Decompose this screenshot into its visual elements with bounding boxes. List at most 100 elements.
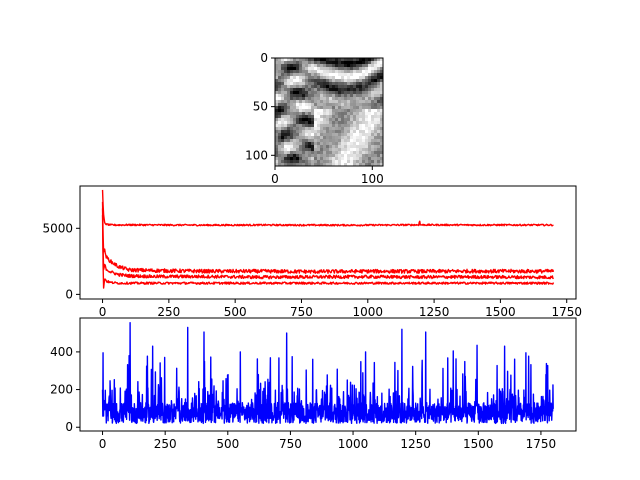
image-pixel xyxy=(329,64,333,68)
image-pixel xyxy=(305,58,309,62)
image-pixel xyxy=(347,151,351,155)
image-pixel xyxy=(290,103,294,107)
image-pixel xyxy=(311,97,315,101)
image-pixel xyxy=(296,115,300,119)
image-pixel xyxy=(332,100,336,104)
image-pixel xyxy=(374,139,378,143)
image-pixel xyxy=(311,139,315,143)
image-pixel xyxy=(371,58,375,62)
image-pixel xyxy=(377,160,381,164)
image-pixel xyxy=(296,79,300,83)
image-pixel xyxy=(353,121,357,125)
image-pixel xyxy=(347,67,351,71)
image-pixel xyxy=(335,67,339,71)
image-pixel xyxy=(305,85,309,89)
image-pixel xyxy=(278,67,282,71)
x-tick-label: 250 xyxy=(154,437,177,451)
image-pixel xyxy=(302,61,306,65)
image-pixel xyxy=(305,88,309,92)
image-pixel xyxy=(329,67,333,71)
image-pixel xyxy=(302,82,306,86)
image-pixel xyxy=(329,76,333,80)
image-pixel xyxy=(281,133,285,137)
image-pixel xyxy=(356,118,360,122)
image-pixel xyxy=(290,151,294,155)
image-pixel xyxy=(320,100,324,104)
image-pixel xyxy=(350,67,354,71)
image-pixel xyxy=(362,124,366,128)
image-pixel xyxy=(341,70,345,74)
image-pixel xyxy=(350,160,354,164)
image-pixel xyxy=(293,61,297,65)
image-pixel xyxy=(359,121,363,125)
image-pixel xyxy=(305,73,309,77)
image-pixel xyxy=(332,79,336,83)
image-pixel xyxy=(305,148,309,152)
image-pixel xyxy=(365,127,369,131)
image-pixel xyxy=(314,121,318,125)
image-pixel xyxy=(374,133,378,137)
image-pixel xyxy=(380,67,383,71)
image-pixel xyxy=(317,85,321,89)
image-pixel xyxy=(284,103,288,107)
image-pixel xyxy=(302,103,306,107)
image-pixel xyxy=(323,133,327,137)
image-pixel xyxy=(374,103,378,107)
image-pixel xyxy=(365,151,369,155)
image-pixel xyxy=(356,148,360,152)
image-pixel xyxy=(314,61,318,65)
image-pixel xyxy=(377,64,381,68)
image-pixel xyxy=(278,142,282,146)
image-pixel xyxy=(371,103,375,107)
image-pixel xyxy=(332,130,336,134)
image-pixel xyxy=(371,91,375,95)
image-pixel xyxy=(374,94,378,98)
image-pixel xyxy=(332,58,336,62)
image-pixel xyxy=(281,115,285,119)
image-pixel xyxy=(353,127,357,131)
image-pixel xyxy=(296,118,300,122)
image-pixel xyxy=(305,145,309,149)
image-pixel xyxy=(341,103,345,107)
image-pixel xyxy=(332,151,336,155)
image-pixel xyxy=(359,91,363,95)
image-pixel xyxy=(299,97,303,101)
image-pixel xyxy=(344,133,348,137)
image-pixel xyxy=(332,94,336,98)
image-pixel xyxy=(275,157,279,161)
image-pixel xyxy=(275,142,279,146)
image-pixel xyxy=(287,121,291,125)
image-pixel xyxy=(314,163,318,166)
image-pixel xyxy=(353,136,357,140)
image-pixel xyxy=(284,148,288,152)
image-pixel xyxy=(281,61,285,65)
image-pixel xyxy=(308,103,312,107)
image-pixel xyxy=(314,73,318,77)
image-pixel xyxy=(329,112,333,116)
image-pixel xyxy=(308,115,312,119)
image-pixel xyxy=(365,82,369,86)
image-pixel xyxy=(380,64,383,68)
image-pixel xyxy=(380,136,383,140)
image-pixel xyxy=(335,82,339,86)
image-pixel xyxy=(284,58,288,62)
image-pixel xyxy=(371,115,375,119)
image-pixel xyxy=(323,58,327,62)
image-pixel xyxy=(335,130,339,134)
image-pixel xyxy=(365,139,369,143)
image-pixel xyxy=(371,97,375,101)
image-pixel xyxy=(326,88,330,92)
image-pixel xyxy=(296,73,300,77)
image-pixel xyxy=(296,85,300,89)
image-pixel xyxy=(290,124,294,128)
image-pixel xyxy=(332,154,336,158)
image-pixel xyxy=(368,109,372,113)
image-pixel xyxy=(329,94,333,98)
image-pixel xyxy=(308,121,312,125)
image-pixel xyxy=(287,130,291,134)
image-pixel xyxy=(317,160,321,164)
image-pixel xyxy=(323,121,327,125)
image-pixel xyxy=(365,94,369,98)
image-pixel xyxy=(371,139,375,143)
image-pixel xyxy=(353,58,357,62)
